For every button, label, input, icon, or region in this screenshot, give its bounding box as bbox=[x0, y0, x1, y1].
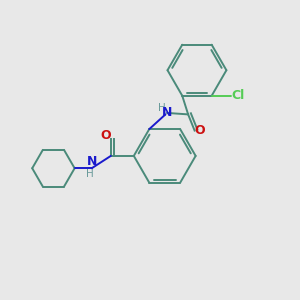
Text: H: H bbox=[158, 103, 166, 113]
Text: O: O bbox=[100, 129, 111, 142]
Text: N: N bbox=[162, 106, 172, 119]
Text: N: N bbox=[86, 155, 97, 168]
Text: H: H bbox=[86, 169, 94, 178]
Text: Cl: Cl bbox=[232, 89, 245, 102]
Text: O: O bbox=[195, 124, 205, 137]
